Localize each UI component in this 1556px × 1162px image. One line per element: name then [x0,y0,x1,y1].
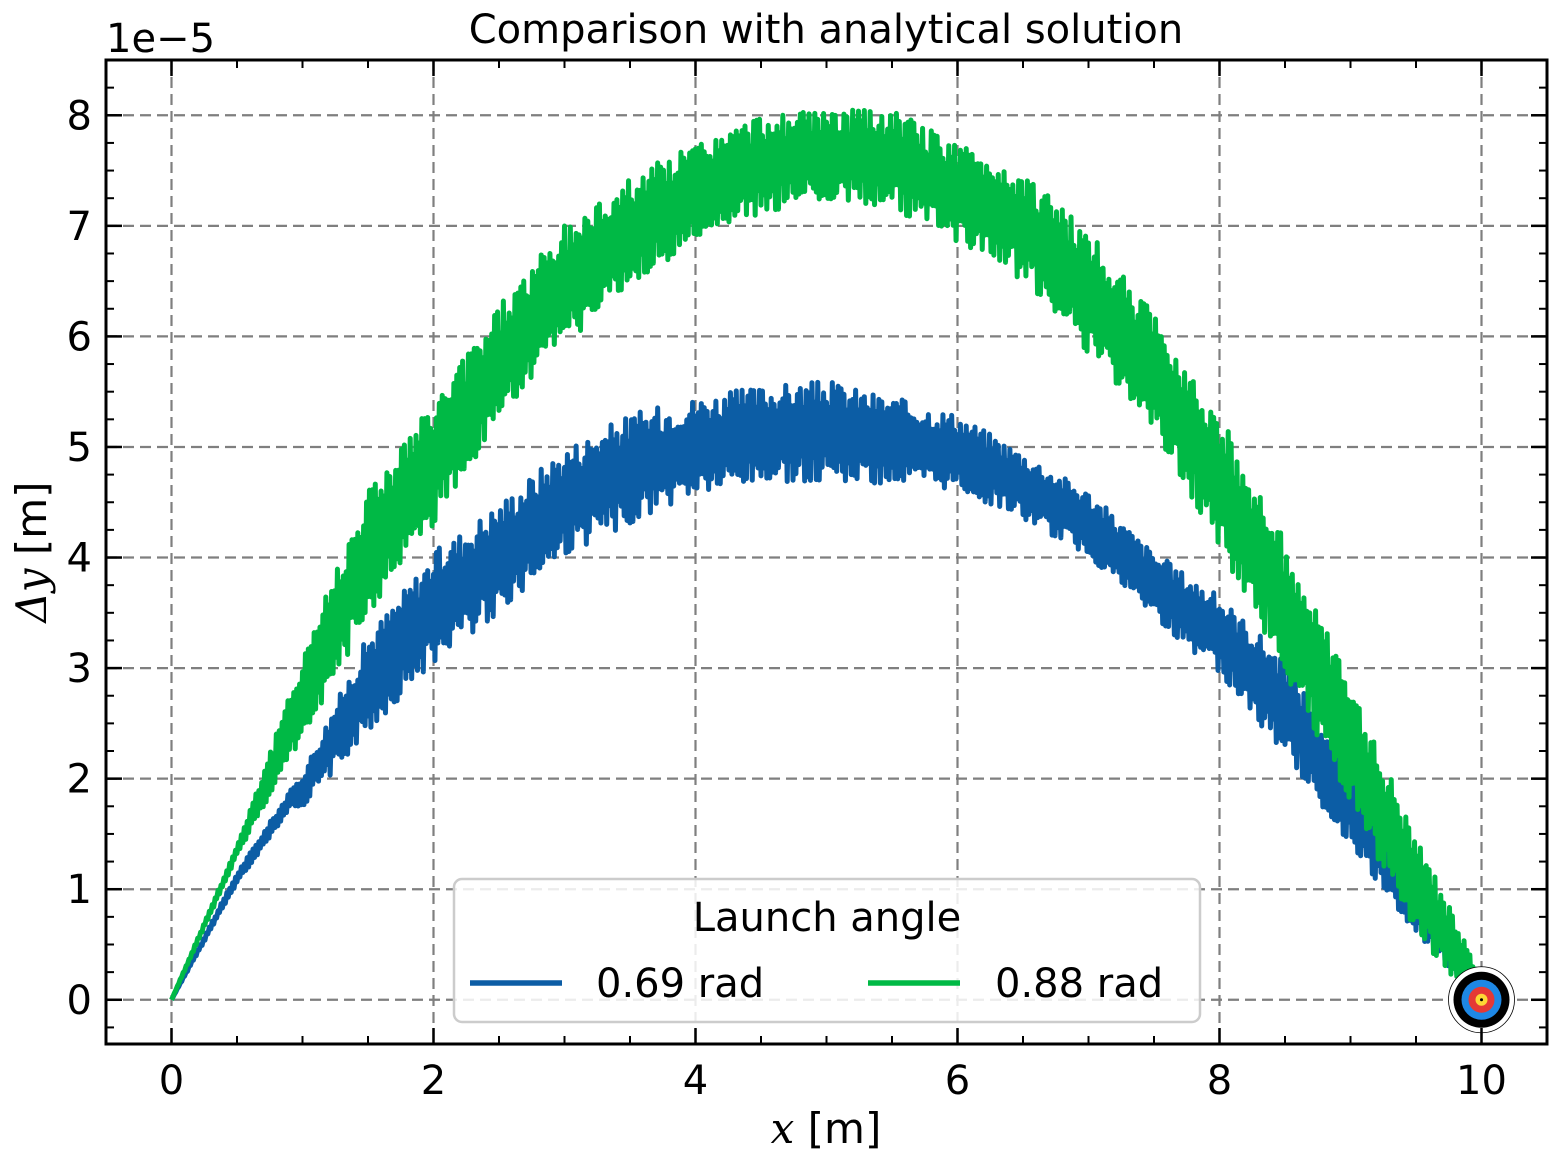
legend-title: Launch angle [693,895,962,941]
legend-box [452,877,1202,1024]
legend-label-0-88-rad: 0.88 rad [995,961,1163,1007]
series-layer [169,107,1484,1008]
plot-frame [104,58,1549,1046]
y-tick-label: 5 [67,425,92,471]
target-icon [1448,966,1515,1034]
y-axis-label: Δy [m] [7,481,56,624]
x-axis-var: x [771,1104,795,1153]
y-axis-unit: [m] [7,481,56,568]
y-offset-text: 1e−5 [106,16,215,62]
y-tick-label: 1 [67,867,92,913]
x-tick-label: 4 [683,1058,708,1104]
legend-label-0-69-rad: 0.69 rad [596,961,764,1007]
x-axis-unit: [m] [794,1104,881,1153]
y-tick-label: 6 [67,314,92,360]
x-tick-label: 0 [159,1058,184,1104]
y-tick-label: 4 [67,536,92,582]
series-line-0-88-rad [169,107,1484,1008]
x-tick-label: 8 [1207,1058,1232,1104]
x-axis-label: x [m] [771,1104,882,1153]
target-ring [1480,998,1483,1002]
y-tick-label: 2 [67,757,92,803]
y-tick-label: 3 [67,646,92,692]
tick-labels: 0 2 4 6 8 10 0 1 2 3 4 5 6 7 8 [67,93,1507,1104]
y-tick-label: 8 [67,93,92,139]
y-tick-label: 7 [67,204,92,250]
x-tick-label: 10 [1456,1058,1507,1104]
x-tick-label: 2 [421,1058,446,1104]
legend: Launch angle 0.69 rad 0.88 rad [452,877,1202,1024]
chart-title: Comparison with analytical solution [469,7,1183,53]
y-tick-label: 0 [67,978,92,1024]
x-tick-label: 6 [945,1058,970,1104]
series-line-0-69-rad [169,379,1484,1002]
y-axis-var: Δy [7,567,56,624]
